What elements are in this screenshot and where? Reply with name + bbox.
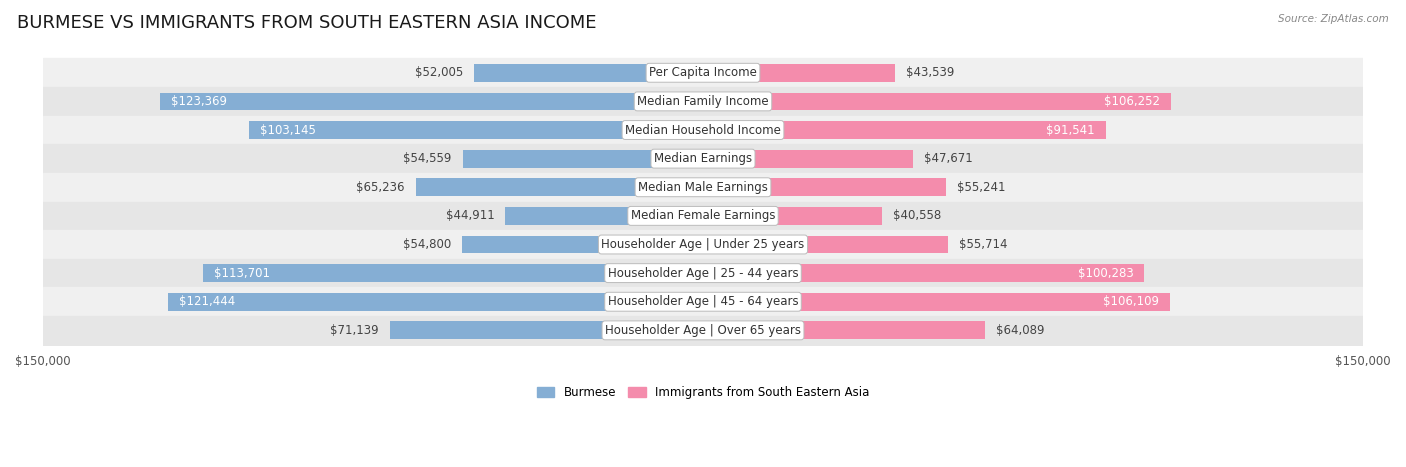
Bar (703, 293, 1170, 311)
Text: $91,541: $91,541 (1046, 123, 1095, 136)
Text: Householder Age | 25 - 44 years: Householder Age | 25 - 44 years (607, 267, 799, 280)
Bar (42, 116, 1364, 144)
Text: $113,701: $113,701 (214, 267, 270, 280)
Bar (416, 178, 703, 196)
Bar (42, 87, 1364, 116)
Bar (169, 293, 703, 311)
Bar (703, 264, 1144, 282)
Text: Householder Age | Over 65 years: Householder Age | Over 65 years (605, 324, 801, 337)
Text: Source: ZipAtlas.com: Source: ZipAtlas.com (1278, 14, 1389, 24)
Text: $121,444: $121,444 (180, 295, 236, 308)
Text: $54,559: $54,559 (404, 152, 451, 165)
Bar (42, 58, 1364, 87)
Text: $106,109: $106,109 (1104, 295, 1159, 308)
Text: $100,283: $100,283 (1077, 267, 1133, 280)
Bar (703, 207, 882, 225)
Text: $55,241: $55,241 (957, 181, 1005, 194)
Bar (42, 259, 1364, 287)
Text: Median Family Income: Median Family Income (637, 95, 769, 108)
Text: $55,714: $55,714 (959, 238, 1008, 251)
Bar (42, 230, 1364, 259)
Bar (42, 287, 1364, 316)
Text: $64,089: $64,089 (995, 324, 1045, 337)
Text: $71,139: $71,139 (330, 324, 378, 337)
Bar (42, 316, 1364, 345)
Text: Householder Age | Under 25 years: Householder Age | Under 25 years (602, 238, 804, 251)
Text: BURMESE VS IMMIGRANTS FROM SOUTH EASTERN ASIA INCOME: BURMESE VS IMMIGRANTS FROM SOUTH EASTERN… (17, 14, 596, 32)
Bar (703, 92, 1171, 110)
Bar (389, 321, 703, 339)
Text: $54,800: $54,800 (402, 238, 451, 251)
Bar (703, 150, 912, 168)
Bar (703, 321, 986, 339)
Text: $40,558: $40,558 (893, 209, 941, 222)
Bar (703, 64, 894, 82)
Text: $52,005: $52,005 (415, 66, 463, 79)
Text: $44,911: $44,911 (446, 209, 495, 222)
Text: $43,539: $43,539 (905, 66, 955, 79)
Bar (42, 173, 1364, 202)
Text: Median Male Earnings: Median Male Earnings (638, 181, 768, 194)
Text: Median Household Income: Median Household Income (626, 123, 780, 136)
Text: Median Female Earnings: Median Female Earnings (631, 209, 775, 222)
Text: $106,252: $106,252 (1104, 95, 1160, 108)
Bar (160, 92, 703, 110)
Text: $103,145: $103,145 (260, 123, 316, 136)
Text: Householder Age | 45 - 64 years: Householder Age | 45 - 64 years (607, 295, 799, 308)
Legend: Burmese, Immigrants from South Eastern Asia: Burmese, Immigrants from South Eastern A… (531, 382, 875, 404)
Bar (202, 264, 703, 282)
Text: $123,369: $123,369 (172, 95, 226, 108)
Bar (42, 202, 1364, 230)
Bar (474, 64, 703, 82)
Bar (505, 207, 703, 225)
Bar (461, 236, 703, 254)
Bar (249, 121, 703, 139)
Bar (42, 144, 1364, 173)
Bar (703, 236, 948, 254)
Text: $47,671: $47,671 (924, 152, 973, 165)
Bar (703, 178, 946, 196)
Text: $65,236: $65,236 (356, 181, 405, 194)
Text: Per Capita Income: Per Capita Income (650, 66, 756, 79)
Bar (703, 121, 1107, 139)
Text: Median Earnings: Median Earnings (654, 152, 752, 165)
Bar (463, 150, 703, 168)
